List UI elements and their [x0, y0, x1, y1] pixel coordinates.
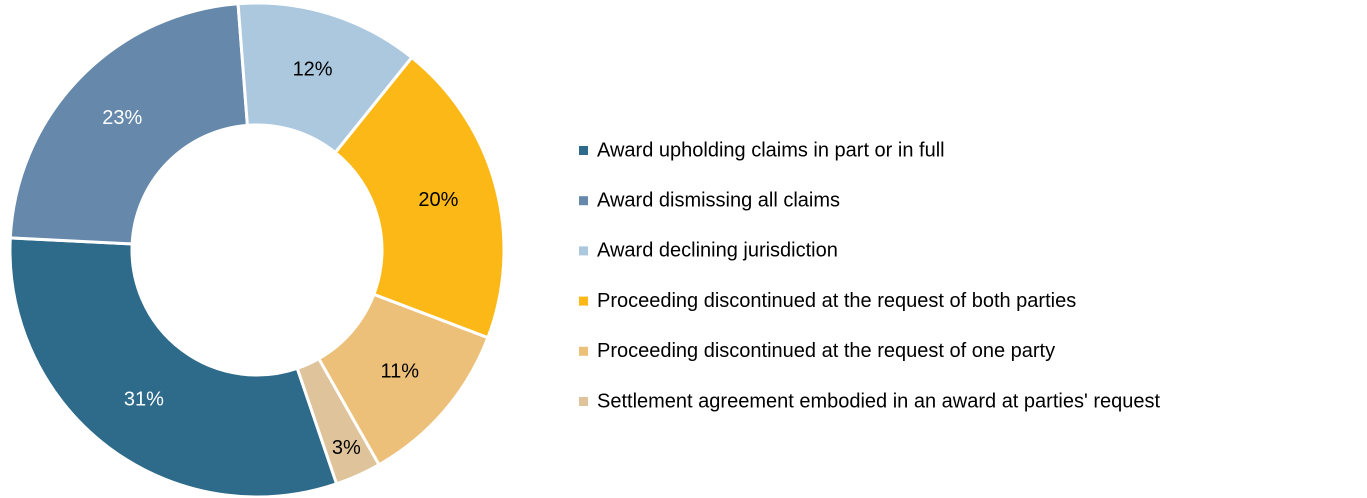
- legend-label: Proceeding discontinued at the request o…: [597, 340, 1055, 362]
- slice: [333, 55, 506, 340]
- legend-swatch: [579, 397, 588, 406]
- legend-swatch: [579, 296, 588, 306]
- data-label: 23%: [102, 107, 142, 129]
- slice: [295, 356, 382, 486]
- legend-label: Award dismissing all claims: [597, 189, 840, 211]
- legend-swatch: [579, 346, 588, 356]
- legend-swatch: [579, 146, 588, 155]
- data-label: 20%: [418, 189, 458, 211]
- legend-label: Award declining jurisdiction: [597, 240, 838, 262]
- slice: [8, 236, 339, 498]
- legend-swatch: [579, 246, 588, 256]
- legend-swatch: [579, 196, 588, 206]
- legend-label: Settlement agreement embodied in an awar…: [597, 390, 1160, 412]
- data-label: 3%: [332, 437, 361, 459]
- slice: [8, 2, 250, 246]
- legend-label: Proceeding discontinued at the request o…: [597, 290, 1076, 312]
- legend-label: Award upholding claims in part or in ful…: [597, 139, 945, 161]
- data-label: 11%: [380, 361, 419, 383]
- data-label: 12%: [293, 59, 333, 81]
- data-label: 31%: [124, 388, 164, 410]
